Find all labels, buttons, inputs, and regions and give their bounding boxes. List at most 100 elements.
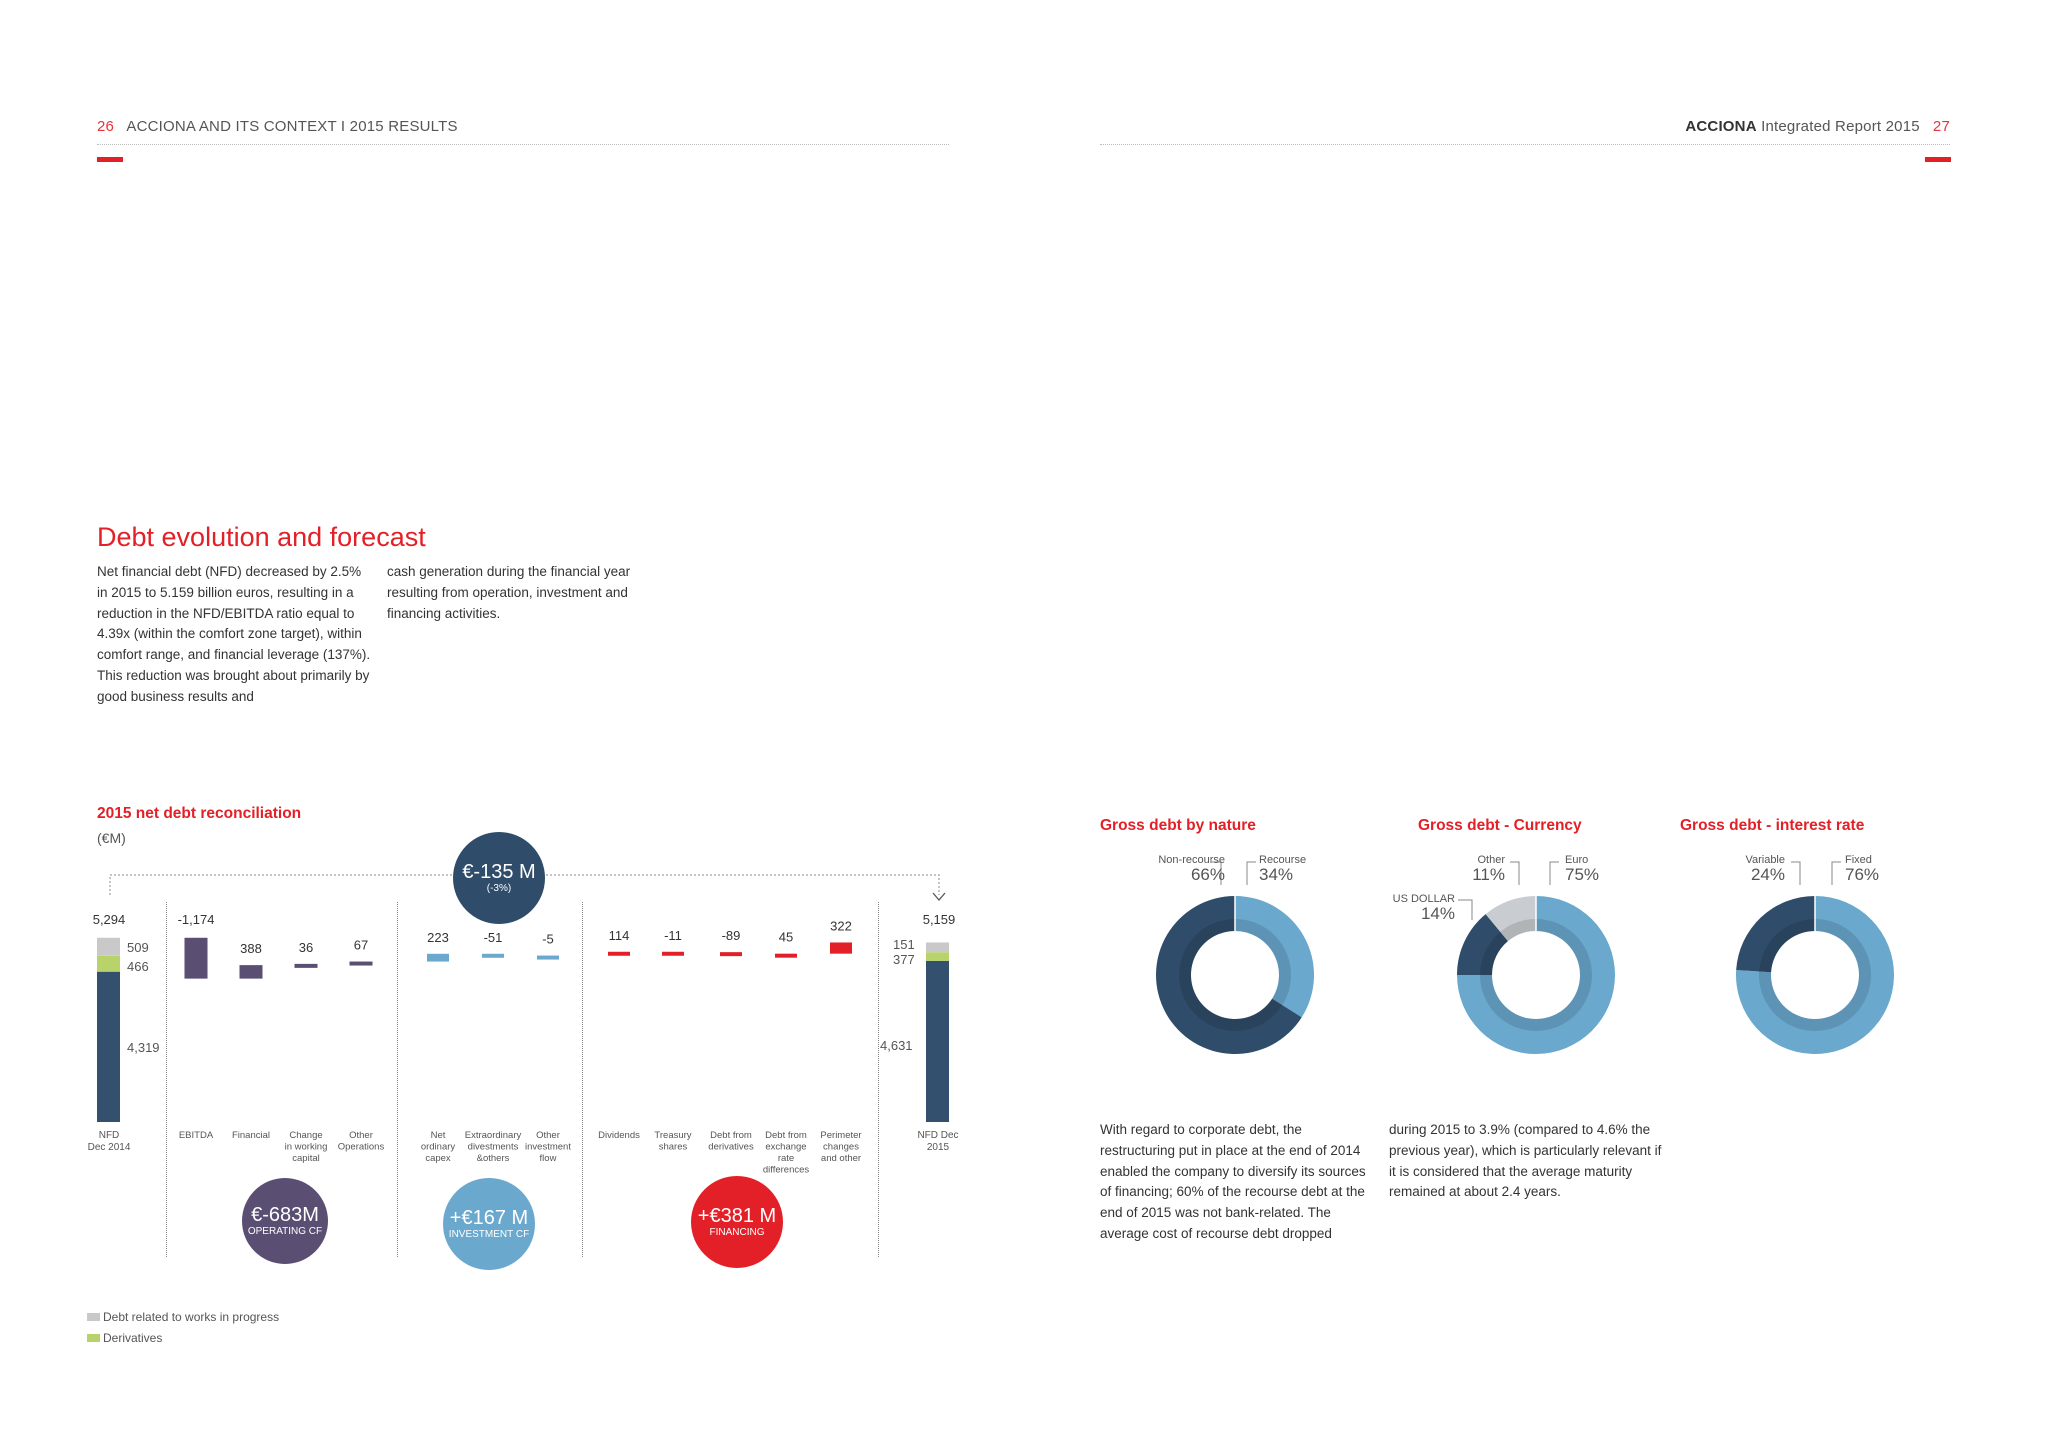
- step-bar-0: [184, 937, 208, 979]
- header-right: ACCIONA Integrated Report 2015 27: [1685, 118, 1950, 135]
- step-value-label-3: 67: [354, 938, 368, 953]
- report-title: Integrated Report 2015: [1756, 118, 1920, 135]
- step-x-label-9: Debt from: [710, 1130, 752, 1141]
- end-core-bar: [926, 960, 949, 1122]
- operating-cf-value: €-683M: [251, 1204, 319, 1226]
- label-fixed-name: Fixed: [1845, 854, 1872, 866]
- donut-title-interest: Gross debt - interest rate: [1680, 817, 1865, 834]
- label-fixed: Fixed 76%: [1845, 854, 1879, 885]
- end-derivatives-bar: [926, 952, 949, 961]
- start-total-label: 5,294: [93, 912, 126, 927]
- label-leader-line: [1510, 861, 1520, 885]
- start-core-label: 4,319: [127, 1040, 160, 1055]
- label-leader-line: [1246, 861, 1256, 885]
- donut-title-currency: Gross debt - Currency: [1418, 817, 1582, 834]
- label-variable-name: Variable: [1745, 854, 1785, 866]
- step-x-label-7: Dividends: [598, 1130, 640, 1141]
- header-accent-right: [1925, 157, 1951, 162]
- step-x-label-5: divestments: [468, 1142, 519, 1153]
- start-derivatives-label: 466: [127, 959, 149, 974]
- brand-name: ACCIONA: [1685, 118, 1757, 135]
- donut-0-slice-0: [1156, 896, 1302, 1054]
- label-recourse-pct: 34%: [1259, 865, 1294, 884]
- divider-financing: [878, 902, 879, 1257]
- intro-text-col2: cash generation during the financial yea…: [387, 564, 631, 621]
- financing-value: +€381 M: [697, 1205, 777, 1227]
- step-x-label-0: EBITDA: [179, 1130, 214, 1141]
- operating-cf-label: OPERATING CF: [247, 1226, 323, 1237]
- step-x-label-10: exchange: [765, 1142, 806, 1153]
- divider-start: [166, 902, 167, 1257]
- legend-swatch-derivatives: [87, 1334, 100, 1342]
- step-value-label-7: 114: [609, 928, 630, 943]
- label-usd: US DOLLAR 14%: [1375, 893, 1455, 924]
- step-value-label-10: 45: [779, 930, 793, 945]
- step-bar-10: [775, 953, 797, 958]
- step-value-label-4: 223: [427, 930, 449, 945]
- step-value-label-11: 322: [830, 918, 852, 933]
- legend-label-works: Debt related to works in progress: [103, 1310, 280, 1324]
- step-bar-6: [537, 955, 559, 960]
- step-bar-3: [349, 961, 373, 966]
- divider-investment: [582, 902, 583, 1257]
- label-other: Other 11%: [1425, 854, 1505, 885]
- step-bar-1: [239, 965, 263, 979]
- step-bar-8: [662, 951, 684, 956]
- donut-1-slice-1: [1457, 896, 1615, 1054]
- label-nonrecourse-pct: 66%: [1190, 865, 1225, 884]
- step-x-label-6: flow: [540, 1153, 557, 1164]
- step-value-label-6: -5: [542, 932, 554, 947]
- total-change-percent: (-3%): [486, 883, 512, 894]
- intro-text-col1: Net financial debt (NFD) decreased by 2.…: [97, 564, 371, 704]
- step-value-label-2: 36: [299, 940, 313, 955]
- financing-bubble: +€381 M FINANCING: [691, 1176, 783, 1268]
- step-x-label-3: Other: [349, 1130, 373, 1141]
- step-x-label-10: differences: [763, 1165, 810, 1176]
- donut-1-inner-ring-0: [1500, 919, 1536, 942]
- step-x-label-4: ordinary: [421, 1142, 456, 1153]
- label-other-name: Other: [1477, 854, 1505, 866]
- label-euro-name: Euro: [1565, 854, 1589, 866]
- start-core-bar: [97, 971, 120, 1122]
- step-x-label-8: shares: [659, 1142, 688, 1153]
- end-x-label: 2015: [927, 1142, 950, 1153]
- donut-2-slice-0: [1736, 896, 1815, 973]
- step-bar-2: [294, 963, 318, 968]
- label-leader-line: [1791, 861, 1801, 885]
- donut-1-slice-0: [1485, 896, 1536, 942]
- header-section-title: ACCIONA AND ITS CONTEXT I 2015 RESULTS: [126, 118, 458, 135]
- waterfall-title: 2015 net debt reconciliation: [97, 805, 302, 822]
- waterfall-unit: (€M): [97, 830, 126, 846]
- label-recourse: Recourse 34%: [1259, 854, 1306, 885]
- corporate-debt-text-col1: With regard to corporate debt, the restr…: [1100, 1122, 1366, 1241]
- end-works-bar: [926, 942, 949, 953]
- step-x-label-3: Operations: [338, 1142, 385, 1153]
- step-bar-4: [427, 953, 449, 962]
- start-x-label-line2: Dec 2014: [88, 1142, 131, 1153]
- header-accent-left: [97, 157, 123, 162]
- donut-1-inner-ring-2: [1480, 931, 1508, 975]
- step-x-label-10: Debt from: [765, 1130, 807, 1141]
- step-x-label-9: derivatives: [708, 1142, 754, 1153]
- step-x-label-6: investment: [525, 1142, 571, 1153]
- legend: Debt related to works in progress Deriva…: [87, 1310, 279, 1345]
- step-x-label-2: in working: [285, 1142, 328, 1153]
- end-x-label: NFD Dec: [917, 1130, 958, 1141]
- donut-0-inner-ring-1: [1235, 919, 1291, 1006]
- step-value-label-5: -51: [484, 930, 503, 945]
- label-variable-pct: 24%: [1750, 865, 1785, 884]
- label-leader-line: [1831, 861, 1841, 885]
- arrow-down-icon: [932, 892, 946, 901]
- label-fixed-pct: 76%: [1845, 865, 1880, 884]
- step-x-label-5: Extraordinary: [465, 1130, 522, 1141]
- label-nonrecourse-name: Non-recourse: [1158, 854, 1225, 866]
- investment-cf-bubble: +€167 M INVESTMENT CF: [443, 1178, 535, 1270]
- step-bar-9: [720, 952, 742, 957]
- label-euro-pct: 75%: [1565, 865, 1600, 884]
- end-works-label: 151: [893, 937, 915, 952]
- label-euro: Euro 75%: [1565, 854, 1599, 885]
- step-x-label-4: Net: [431, 1130, 446, 1141]
- donut-title-nature: Gross debt by nature: [1100, 817, 1256, 834]
- header-divider-right: [1100, 144, 1950, 145]
